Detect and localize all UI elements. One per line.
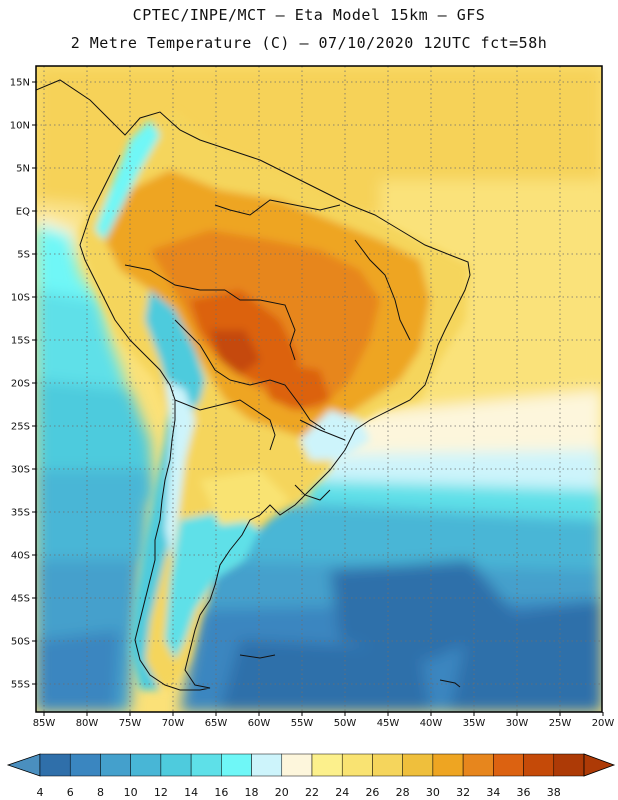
- temperature-field: [36, 66, 602, 712]
- colorbar-label: 4: [37, 786, 44, 799]
- colorbar-swatch: [190, 753, 222, 777]
- colorbar-label: 6: [67, 786, 74, 799]
- lon-label: 70W: [162, 718, 185, 729]
- lon-label: 65W: [205, 718, 228, 729]
- colorbar-swatch: [100, 753, 131, 777]
- colorbar-label: 38: [547, 786, 561, 799]
- colorbar-swatch: [553, 753, 585, 777]
- lon-label: 85W: [33, 718, 56, 729]
- coastlines-borders: [36, 79, 471, 691]
- lon-label: 40W: [420, 718, 443, 729]
- colorbar-swatch: [432, 753, 464, 777]
- lon-label: 25W: [549, 718, 572, 729]
- lat-label: 20S: [11, 379, 30, 390]
- colorbar-label: 26: [365, 786, 379, 799]
- colorbar-swatch: [251, 753, 283, 777]
- colorbar-label: 30: [426, 786, 440, 799]
- colorbar-swatch: [402, 753, 434, 777]
- colorbar-label: 36: [517, 786, 531, 799]
- lat-label: 10S: [11, 293, 30, 304]
- colorbar-swatch: [462, 753, 494, 777]
- colorbar-swatch: [311, 753, 343, 777]
- lat-label: 35S: [11, 508, 30, 519]
- lat-label: 40S: [11, 551, 30, 562]
- map-title-line2: 2 Metre Temperature (C) – 07/10/2020 12U…: [70, 34, 548, 52]
- colorbar-swatch: [281, 753, 313, 777]
- colorbar-right-arrow: [583, 753, 616, 777]
- colorbar-swatch: [130, 753, 162, 777]
- colorbar-label: 10: [124, 786, 138, 799]
- lon-label: 35W: [463, 718, 486, 729]
- lat-label: 30S: [11, 465, 30, 476]
- colorbar-label: 22: [305, 786, 319, 799]
- colorbar-swatch: [160, 753, 192, 777]
- colorbar-swatch: [523, 753, 555, 777]
- land-temperature: [80, 110, 470, 690]
- map-title-line1: CPTEC/INPE/MCT – Eta Model 15km – GFS: [132, 6, 486, 24]
- colorbar-swatch: [341, 753, 373, 777]
- colorbar: 4 6 8 10 12 14 16 18 20 22 24 26 28 30 32 34 36 38: [6, 753, 616, 799]
- lon-label: 45W: [377, 718, 400, 729]
- colorbar-swatch: [372, 753, 403, 777]
- colorbar-label: 32: [456, 786, 470, 799]
- lon-label: 50W: [334, 718, 357, 729]
- map-border: [35, 65, 603, 713]
- lat-label: 25S: [11, 422, 30, 433]
- lon-label: 80W: [76, 718, 99, 729]
- latitude-labels: 15N 10N 5N EQ 5S 10S 15S 20S 25S 30S 35S 40S 45S 50S 5…: [10, 78, 36, 691]
- colorbar-label: 18: [245, 786, 259, 799]
- lon-label: 20W: [592, 718, 615, 729]
- colorbar-label: 16: [214, 786, 228, 799]
- colorbar-label: 34: [486, 786, 500, 799]
- lon-label: 75W: [119, 718, 142, 729]
- lat-label: 55S: [11, 680, 30, 691]
- colorbar-label: 12: [154, 786, 168, 799]
- lat-label: 50S: [11, 637, 30, 648]
- lat-label: 45S: [11, 594, 30, 605]
- colorbar-label: 24: [335, 786, 349, 799]
- lat-label: 5S: [17, 250, 30, 261]
- colorbar-swatch: [69, 753, 101, 777]
- lat-label: 15N: [10, 78, 30, 89]
- lon-label: 60W: [248, 718, 271, 729]
- colorbar-label: 14: [184, 786, 198, 799]
- colorbar-left-arrow: [6, 753, 41, 777]
- colorbar-swatch: [39, 753, 71, 777]
- colorbar-swatch: [493, 753, 524, 777]
- lat-label: 5N: [16, 164, 30, 175]
- lon-label: 55W: [291, 718, 314, 729]
- colorbar-label: 28: [396, 786, 410, 799]
- lat-label: 15S: [11, 336, 30, 347]
- lon-label: 30W: [506, 718, 529, 729]
- colorbar-label: 8: [97, 786, 104, 799]
- colorbar-label: 20: [275, 786, 289, 799]
- longitude-labels: 85W 80W 75W 70W 65W 60W 55W 50W 45W 40W 35W 30W 25W 2…: [33, 712, 615, 729]
- lat-label: 10N: [10, 121, 30, 132]
- lat-label: EQ: [16, 207, 30, 218]
- colorbar-swatch: [221, 753, 252, 777]
